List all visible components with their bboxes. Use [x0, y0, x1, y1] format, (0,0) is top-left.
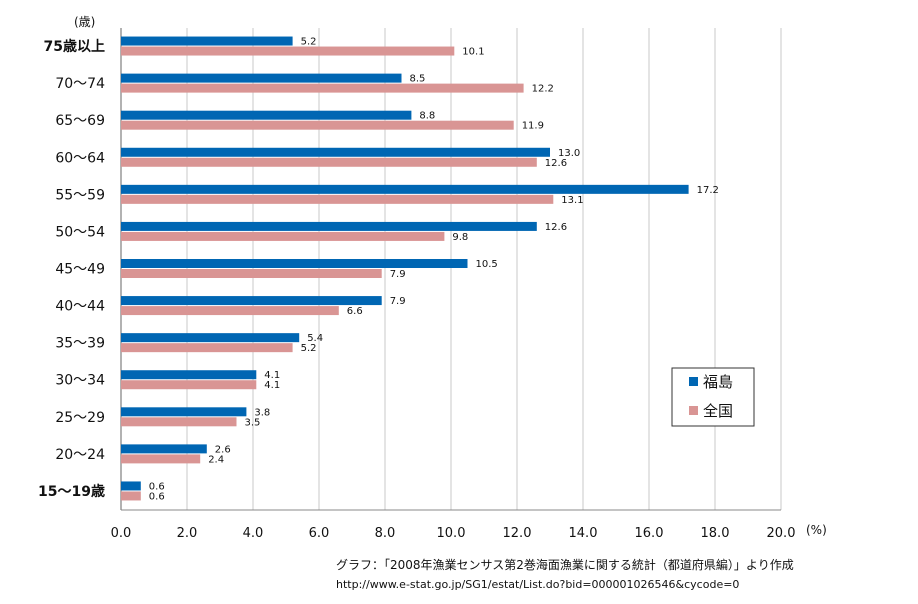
legend-label-zenkoku: 全国 [703, 402, 733, 420]
category-label: 70～74 [55, 76, 105, 92]
bar-zenkoku [121, 491, 141, 501]
data-label: 4.1 [264, 380, 280, 391]
bar-fukushima [121, 481, 141, 491]
data-label: 12.2 [532, 84, 554, 95]
x-tick-label: 6.0 [309, 526, 330, 541]
data-label: 4.1 [264, 370, 280, 381]
legend-box [671, 367, 755, 427]
category-label: 60～64 [55, 150, 105, 166]
y-unit-label: (歳) [74, 15, 95, 29]
data-label: 10.5 [476, 259, 498, 270]
category-labels: 75歳以上 70～74 65～69 60～64 55～59 50～54 45～49 40～44… [38, 38, 105, 500]
data-label: 9.8 [452, 232, 468, 243]
x-tick-label: 2.0 [177, 526, 198, 541]
x-tick-label: 14.0 [569, 526, 598, 541]
source-caption: グラフ：「2008年漁業センサス第2巻海面漁業に関する統計（都道府県編）」より作… [336, 558, 794, 572]
bar-fukushima [121, 184, 689, 194]
bar-zenkoku [121, 46, 455, 56]
data-label: 12.6 [545, 158, 567, 169]
data-label: 12.6 [545, 222, 567, 233]
data-label: 5.2 [301, 37, 317, 48]
source-url: http://www.e-stat.go.jp/SG1/estat/List.d… [336, 578, 740, 591]
data-label: 17.2 [697, 185, 719, 196]
bar-zenkoku [121, 343, 293, 353]
x-tick-label: 4.0 [243, 526, 264, 541]
category-label: 30～34 [55, 373, 105, 389]
data-label: 7.9 [390, 269, 406, 280]
category-label: 15～19歳 [38, 483, 105, 500]
x-unit-label: (%) [806, 523, 827, 537]
data-label: 7.9 [390, 296, 406, 307]
legend-label-fukushima: 福島 [703, 373, 733, 391]
bar-zenkoku [121, 306, 339, 316]
data-label: 5.2 [301, 343, 317, 354]
bar-zenkoku [121, 120, 514, 130]
category-label: 50～54 [55, 224, 105, 240]
bar-zenkoku [121, 157, 537, 167]
bar-zenkoku [121, 269, 382, 278]
gridlines [120, 28, 782, 511]
x-tick-labels: 0.0 2.0 4.0 6.0 8.0 10.0 12.0 14.0 16.0 18.0 20.0 [111, 526, 796, 541]
bar-fukushima [121, 110, 412, 120]
category-label: 45～49 [55, 262, 105, 278]
data-label: 11.9 [522, 121, 544, 132]
legend: 福島 全国 [671, 367, 755, 427]
x-tick-label: 18.0 [701, 526, 730, 541]
bar-fukushima [121, 221, 537, 231]
x-tick-label: 20.0 [767, 526, 796, 541]
x-tick-label: 8.0 [375, 526, 396, 541]
data-label: 13.1 [561, 195, 583, 206]
bar-zenkoku [121, 231, 445, 241]
category-label: 40～44 [55, 299, 105, 315]
bar-fukushima [121, 444, 207, 454]
data-labels: 5.210.18.512.28.811.913.012.617.213.112.… [149, 37, 719, 503]
data-label: 8.8 [419, 111, 435, 122]
x-tick-label: 10.0 [437, 526, 466, 541]
bars [121, 36, 689, 501]
x-tick-label: 16.0 [635, 526, 664, 541]
data-label: 3.8 [254, 407, 270, 418]
category-label: 35～39 [55, 336, 105, 352]
bar-zenkoku [121, 380, 257, 390]
data-label: 5.4 [307, 333, 323, 344]
legend-swatch-fukushima [689, 377, 698, 386]
bar-zenkoku [121, 194, 554, 204]
data-label: 3.5 [245, 417, 261, 428]
bar-fukushima [121, 407, 247, 417]
category-label: 55～59 [55, 187, 105, 203]
data-label: 2.4 [208, 454, 224, 465]
bar-fukushima [121, 333, 300, 343]
category-label: 65～69 [55, 113, 105, 129]
bar-fukushima [121, 36, 293, 46]
bar-fukushima [121, 296, 382, 306]
data-label: 10.1 [462, 47, 484, 58]
bar-zenkoku [121, 83, 524, 93]
bar-zenkoku [121, 417, 237, 427]
data-label: 0.6 [149, 481, 165, 492]
bar-fukushima [121, 259, 468, 268]
data-label: 6.6 [347, 306, 363, 317]
category-label: 75歳以上 [44, 38, 105, 55]
bar-fukushima [121, 73, 402, 83]
data-label: 0.6 [149, 491, 165, 502]
data-label: 13.0 [558, 148, 580, 159]
x-tick-label: 12.0 [503, 526, 532, 541]
data-label: 8.5 [410, 74, 426, 85]
bar-fukushima [121, 147, 550, 157]
bar-zenkoku [121, 454, 201, 464]
data-label: 2.6 [215, 444, 231, 455]
category-label: 20～24 [55, 447, 105, 463]
category-label: 25～29 [55, 410, 105, 426]
x-tick-label: 0.0 [111, 526, 132, 541]
bar-fukushima [121, 370, 257, 380]
legend-swatch-zenkoku [689, 406, 698, 415]
